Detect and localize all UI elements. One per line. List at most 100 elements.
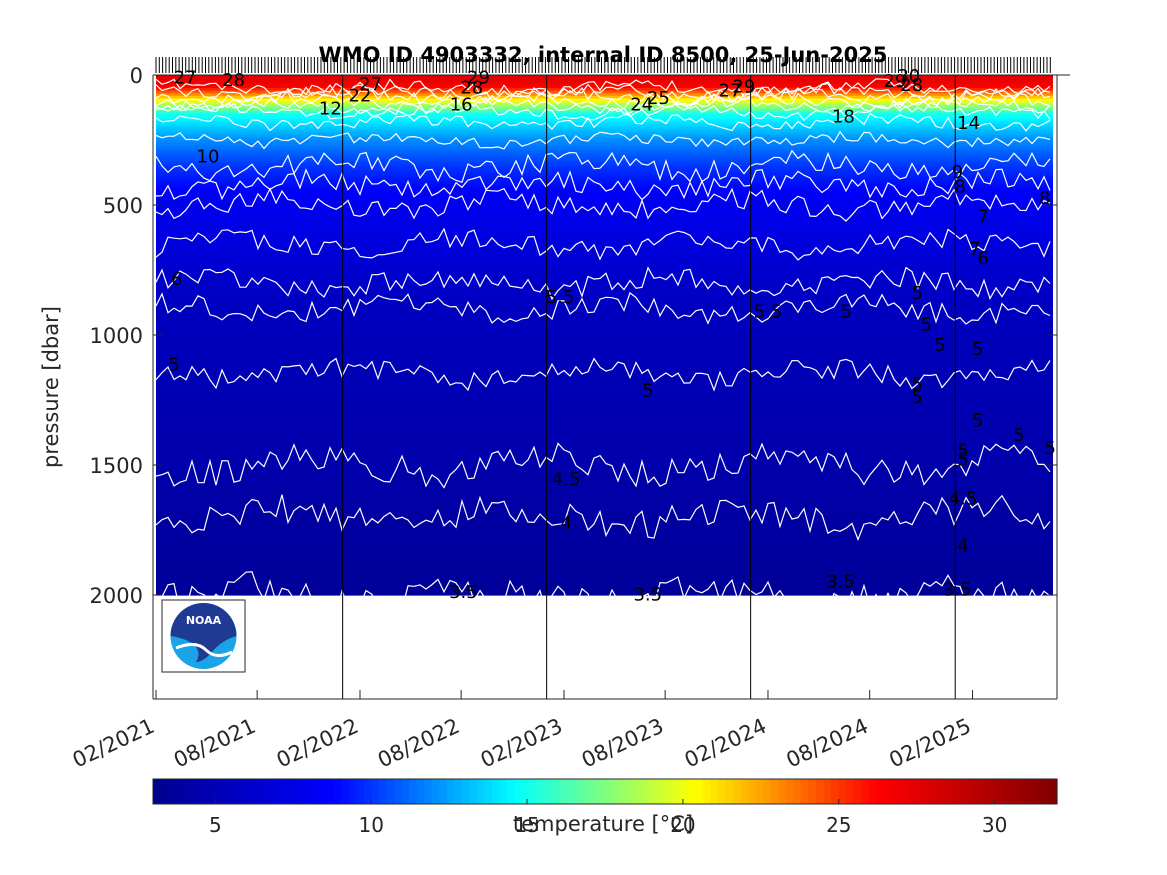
temperature-band xyxy=(156,472,1053,476)
temperature-band xyxy=(156,262,1053,266)
temperature-band xyxy=(156,381,1053,385)
profile-tick-marks xyxy=(155,57,1051,73)
colorbar-segment xyxy=(379,779,388,804)
temperature-band xyxy=(156,522,1053,526)
temperature-band xyxy=(156,410,1053,414)
temperature-band xyxy=(156,322,1053,326)
colorbar-segment xyxy=(612,779,621,804)
colorbar-segment xyxy=(371,779,380,804)
colorbar-segment xyxy=(529,779,538,804)
colorbar-segment xyxy=(288,779,297,804)
temperature-band xyxy=(156,231,1053,235)
temperature-band xyxy=(156,306,1053,310)
colorbar-segment xyxy=(552,779,561,804)
temperature-band xyxy=(156,353,1053,357)
temperature-band xyxy=(156,275,1053,279)
isotherm-5 xyxy=(155,357,1051,392)
contour-label: 5 xyxy=(1013,425,1024,446)
isotherm-14 xyxy=(155,112,1051,132)
temperature-band xyxy=(156,238,1053,242)
temperature-band xyxy=(156,163,1053,167)
colorbar-segment xyxy=(996,779,1005,804)
temperature-band xyxy=(156,254,1053,258)
temperature-band xyxy=(156,446,1053,450)
temperature-band xyxy=(156,150,1053,154)
contour-label: 5 xyxy=(972,339,983,360)
colorbar-segment xyxy=(966,779,975,804)
temperature-band xyxy=(156,223,1053,227)
temperature-band xyxy=(156,132,1053,136)
y-tick-label: 0 xyxy=(130,64,143,88)
temperature-band xyxy=(156,85,1053,89)
colorbar-segment xyxy=(235,779,244,804)
colorbar-segment xyxy=(582,779,591,804)
temperature-band xyxy=(156,452,1053,456)
colorbar-segment xyxy=(763,779,772,804)
y-tick-label: 1000 xyxy=(90,324,143,348)
temperature-band xyxy=(156,420,1053,424)
colorbar-segment xyxy=(213,779,222,804)
colorbar-segment xyxy=(770,779,779,804)
temperature-band xyxy=(156,202,1053,206)
colorbar-segment xyxy=(785,779,794,804)
temperature-band xyxy=(156,511,1053,515)
temperature-band xyxy=(156,197,1053,201)
temperature-band xyxy=(156,236,1053,240)
temperature-band xyxy=(156,327,1053,331)
colorbar-segment xyxy=(1004,779,1013,804)
temperature-band xyxy=(156,576,1053,580)
colorbar-segment xyxy=(823,779,832,804)
temperature-band xyxy=(156,298,1053,302)
x-tick-label: 02/2021 xyxy=(69,714,158,773)
isotherm-20 xyxy=(155,91,1051,111)
temperature-band xyxy=(156,264,1053,268)
temperature-band xyxy=(156,545,1053,549)
colorbar-segment xyxy=(831,779,840,804)
temperature-band xyxy=(156,127,1053,131)
colorbar-segment xyxy=(454,779,463,804)
colorbar-segment xyxy=(718,779,727,804)
temperature-band xyxy=(156,569,1053,573)
colorbar-segment xyxy=(589,779,599,804)
temperature-band xyxy=(156,345,1053,349)
temperature-band xyxy=(156,184,1053,188)
colorbar-segment xyxy=(416,779,425,804)
colorbar-segment xyxy=(808,779,817,804)
colorbar-segment xyxy=(567,779,576,804)
colorbar-segment xyxy=(928,779,938,804)
contour-label: 25 xyxy=(647,88,670,109)
colorbar-label: temperature [°C] xyxy=(513,812,693,836)
temperature-band xyxy=(156,501,1053,505)
isotherm-26 xyxy=(155,78,1051,98)
colorbar-segment xyxy=(883,779,892,804)
colorbar-segment xyxy=(439,779,448,804)
temperature-band xyxy=(156,413,1053,417)
colorbar-segment xyxy=(401,779,410,804)
colorbar-segment xyxy=(981,779,990,804)
temperature-band xyxy=(156,75,1053,79)
colorbar-segment xyxy=(492,779,501,804)
temperature-band xyxy=(156,402,1053,406)
temperature-band xyxy=(156,329,1053,333)
isotherm-24 xyxy=(155,83,1051,102)
colorbar-segment xyxy=(876,779,885,804)
colorbar-segment xyxy=(160,779,169,804)
temperature-band xyxy=(156,95,1053,99)
temperature-band xyxy=(156,374,1053,378)
temperature-band xyxy=(156,311,1053,315)
contour-label: 29 xyxy=(883,71,906,92)
temperature-band xyxy=(156,535,1053,539)
temperature-band xyxy=(156,444,1053,448)
contour-label: 3.5 xyxy=(943,580,972,601)
colorbar-segment xyxy=(861,779,870,804)
colorbar-segment xyxy=(348,779,357,804)
temperature-band xyxy=(156,90,1053,94)
temperature-band xyxy=(156,158,1053,162)
colorbar-segment xyxy=(665,779,674,804)
colorbar-segment xyxy=(778,779,787,804)
colorbar-segment xyxy=(522,779,531,804)
temperature-band xyxy=(156,548,1053,552)
temperature-band xyxy=(156,436,1053,440)
colorbar-segment xyxy=(748,779,757,804)
colorbar-tick-label: 5 xyxy=(209,813,222,837)
